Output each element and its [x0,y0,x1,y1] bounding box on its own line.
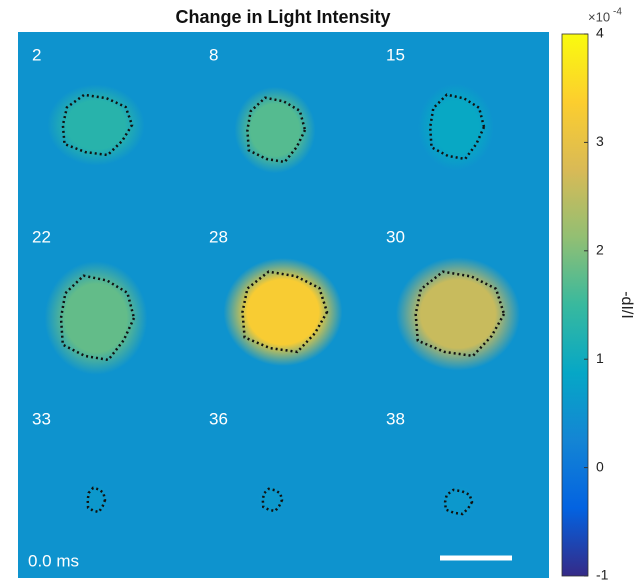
colorbar-exponent: -4 [613,7,622,18]
colorbar [561,33,589,577]
panel-label: 38 [386,409,405,428]
panel-label: 15 [386,45,405,64]
roi-outline [59,274,136,362]
panel-label: 33 [32,409,51,428]
chart-title: Change in Light Intensity [176,7,391,27]
activity-blob [395,257,521,371]
colorbar-tick-label: 3 [596,133,604,149]
panel-label: 28 [209,227,228,246]
panel-label: 8 [209,45,218,64]
colorbar-tick-label: 0 [596,458,604,474]
colorbar-tick-label: 1 [596,350,604,366]
colorbar-tick-label: -1 [596,567,609,580]
roi-outline [414,270,506,358]
roi-outline [443,488,474,516]
roi-outline [61,93,134,157]
roi-outline [261,487,284,513]
colorbar-tick-label: 4 [596,25,604,41]
panel-label: 22 [32,227,51,246]
roi-outline [246,96,307,164]
panel-label: 30 [386,227,405,246]
roi-outline [86,486,107,514]
colorbar-multiplier: ×10 [588,9,610,24]
panel-label: 36 [209,409,228,428]
time-label: 0.0 ms [28,551,79,570]
colorbar-label: -dI/I [618,291,635,319]
panel-label: 2 [32,45,41,64]
colorbar-tick-label: 2 [596,242,604,258]
roi-outline [428,93,486,161]
activity-blob [418,83,494,171]
roi-outline [241,270,329,354]
